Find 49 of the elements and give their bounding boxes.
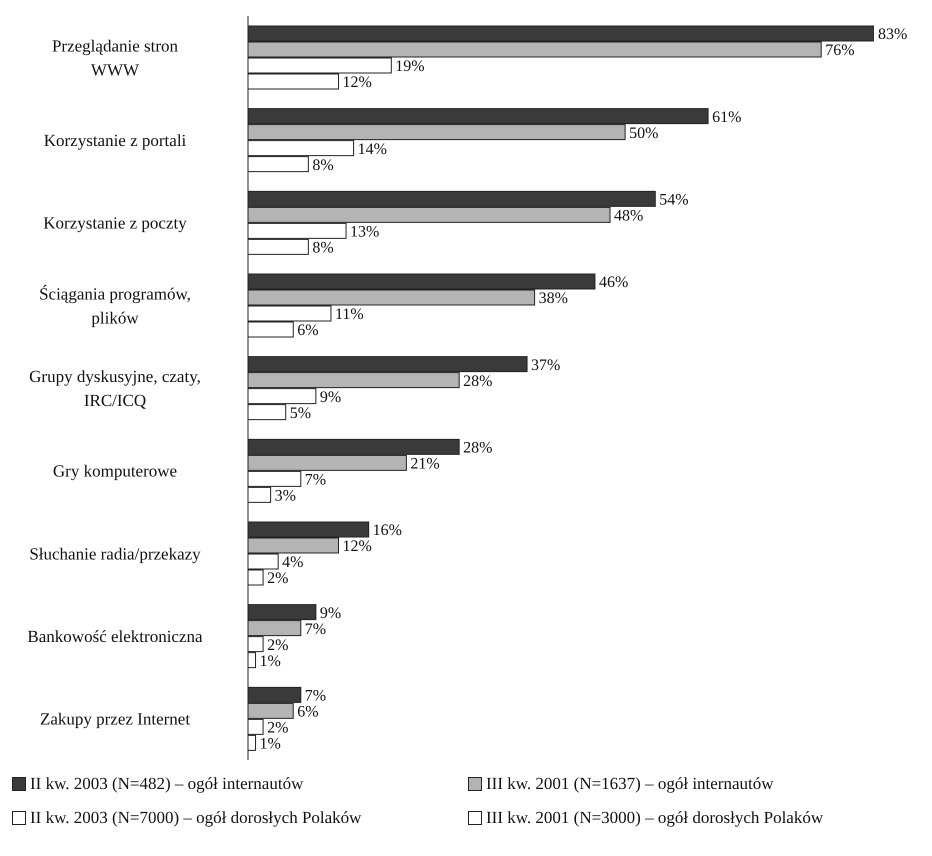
data-label: 28% bbox=[463, 372, 493, 390]
data-label: 1% bbox=[260, 652, 281, 670]
y-tick-label: Korzystanie z poczty bbox=[43, 214, 188, 233]
y-tick-label: Bankowość elektroniczna bbox=[27, 627, 204, 646]
y-tick-label: Słuchanie radia/przekazy bbox=[29, 544, 202, 564]
data-label: 21% bbox=[410, 456, 440, 473]
data-label: 48% bbox=[614, 208, 644, 225]
data-label: 12% bbox=[342, 538, 372, 556]
data-label: 6% bbox=[297, 704, 319, 721]
data-label: 83% bbox=[878, 26, 908, 44]
data-label: 12% bbox=[342, 74, 372, 92]
data-label: 6% bbox=[297, 322, 319, 340]
data-label: 1% bbox=[260, 736, 281, 753]
data-label: 13% bbox=[350, 224, 380, 241]
data-label: 2% bbox=[267, 570, 288, 588]
data-label: 61% bbox=[712, 108, 742, 126]
data-label: 46% bbox=[598, 274, 628, 292]
legend-label: II kw. 2003 (N=482) – ogół internautów bbox=[30, 774, 304, 794]
data-label: 9% bbox=[320, 604, 342, 622]
y-tick-label: Gry komputerowe bbox=[52, 462, 178, 481]
data-label: 9% bbox=[320, 388, 342, 406]
data-label: 50% bbox=[629, 124, 658, 142]
data-label: 7% bbox=[304, 620, 326, 638]
y-tick-label: Korzystanie z portali bbox=[44, 131, 187, 150]
legend-label: II kw. 2003 (N=7000) – ogół dorosłych Polaków bbox=[30, 808, 362, 828]
data-label: 8% bbox=[312, 156, 334, 174]
legend-label: III kw. 2001 (N=3000) – ogół dorosłych Polaków bbox=[486, 808, 824, 828]
data-label: 5% bbox=[290, 404, 312, 422]
y-tick-label: Ściągania programów, plików bbox=[39, 284, 191, 328]
data-label: 7% bbox=[304, 688, 326, 705]
data-label: 8% bbox=[312, 240, 334, 257]
data-label: 28% bbox=[463, 440, 493, 457]
data-label: 7% bbox=[304, 472, 326, 489]
legend-label: III kw. 2001 (N=1637) – ogół internautów bbox=[486, 774, 774, 794]
data-label: 4% bbox=[282, 554, 304, 572]
data-label: 54% bbox=[659, 192, 689, 209]
data-label: 16% bbox=[372, 522, 402, 540]
data-label: 76% bbox=[825, 42, 855, 60]
y-tick-label: Zakupy przez Internet bbox=[40, 710, 190, 729]
data-label: 38% bbox=[538, 290, 568, 308]
data-label: 3% bbox=[274, 488, 296, 505]
data-label: 14% bbox=[358, 140, 387, 158]
data-label: 37% bbox=[531, 356, 560, 374]
data-label: 2% bbox=[267, 636, 288, 654]
data-label: 11% bbox=[334, 306, 364, 324]
y-tick-label: Przeglądanie stron WWW bbox=[52, 36, 179, 80]
data-label: 19% bbox=[395, 58, 425, 76]
data-label: 2% bbox=[267, 720, 288, 737]
y-tick-label: Grupy dyskusyjne, czaty, IRC/ICQ bbox=[29, 367, 201, 410]
